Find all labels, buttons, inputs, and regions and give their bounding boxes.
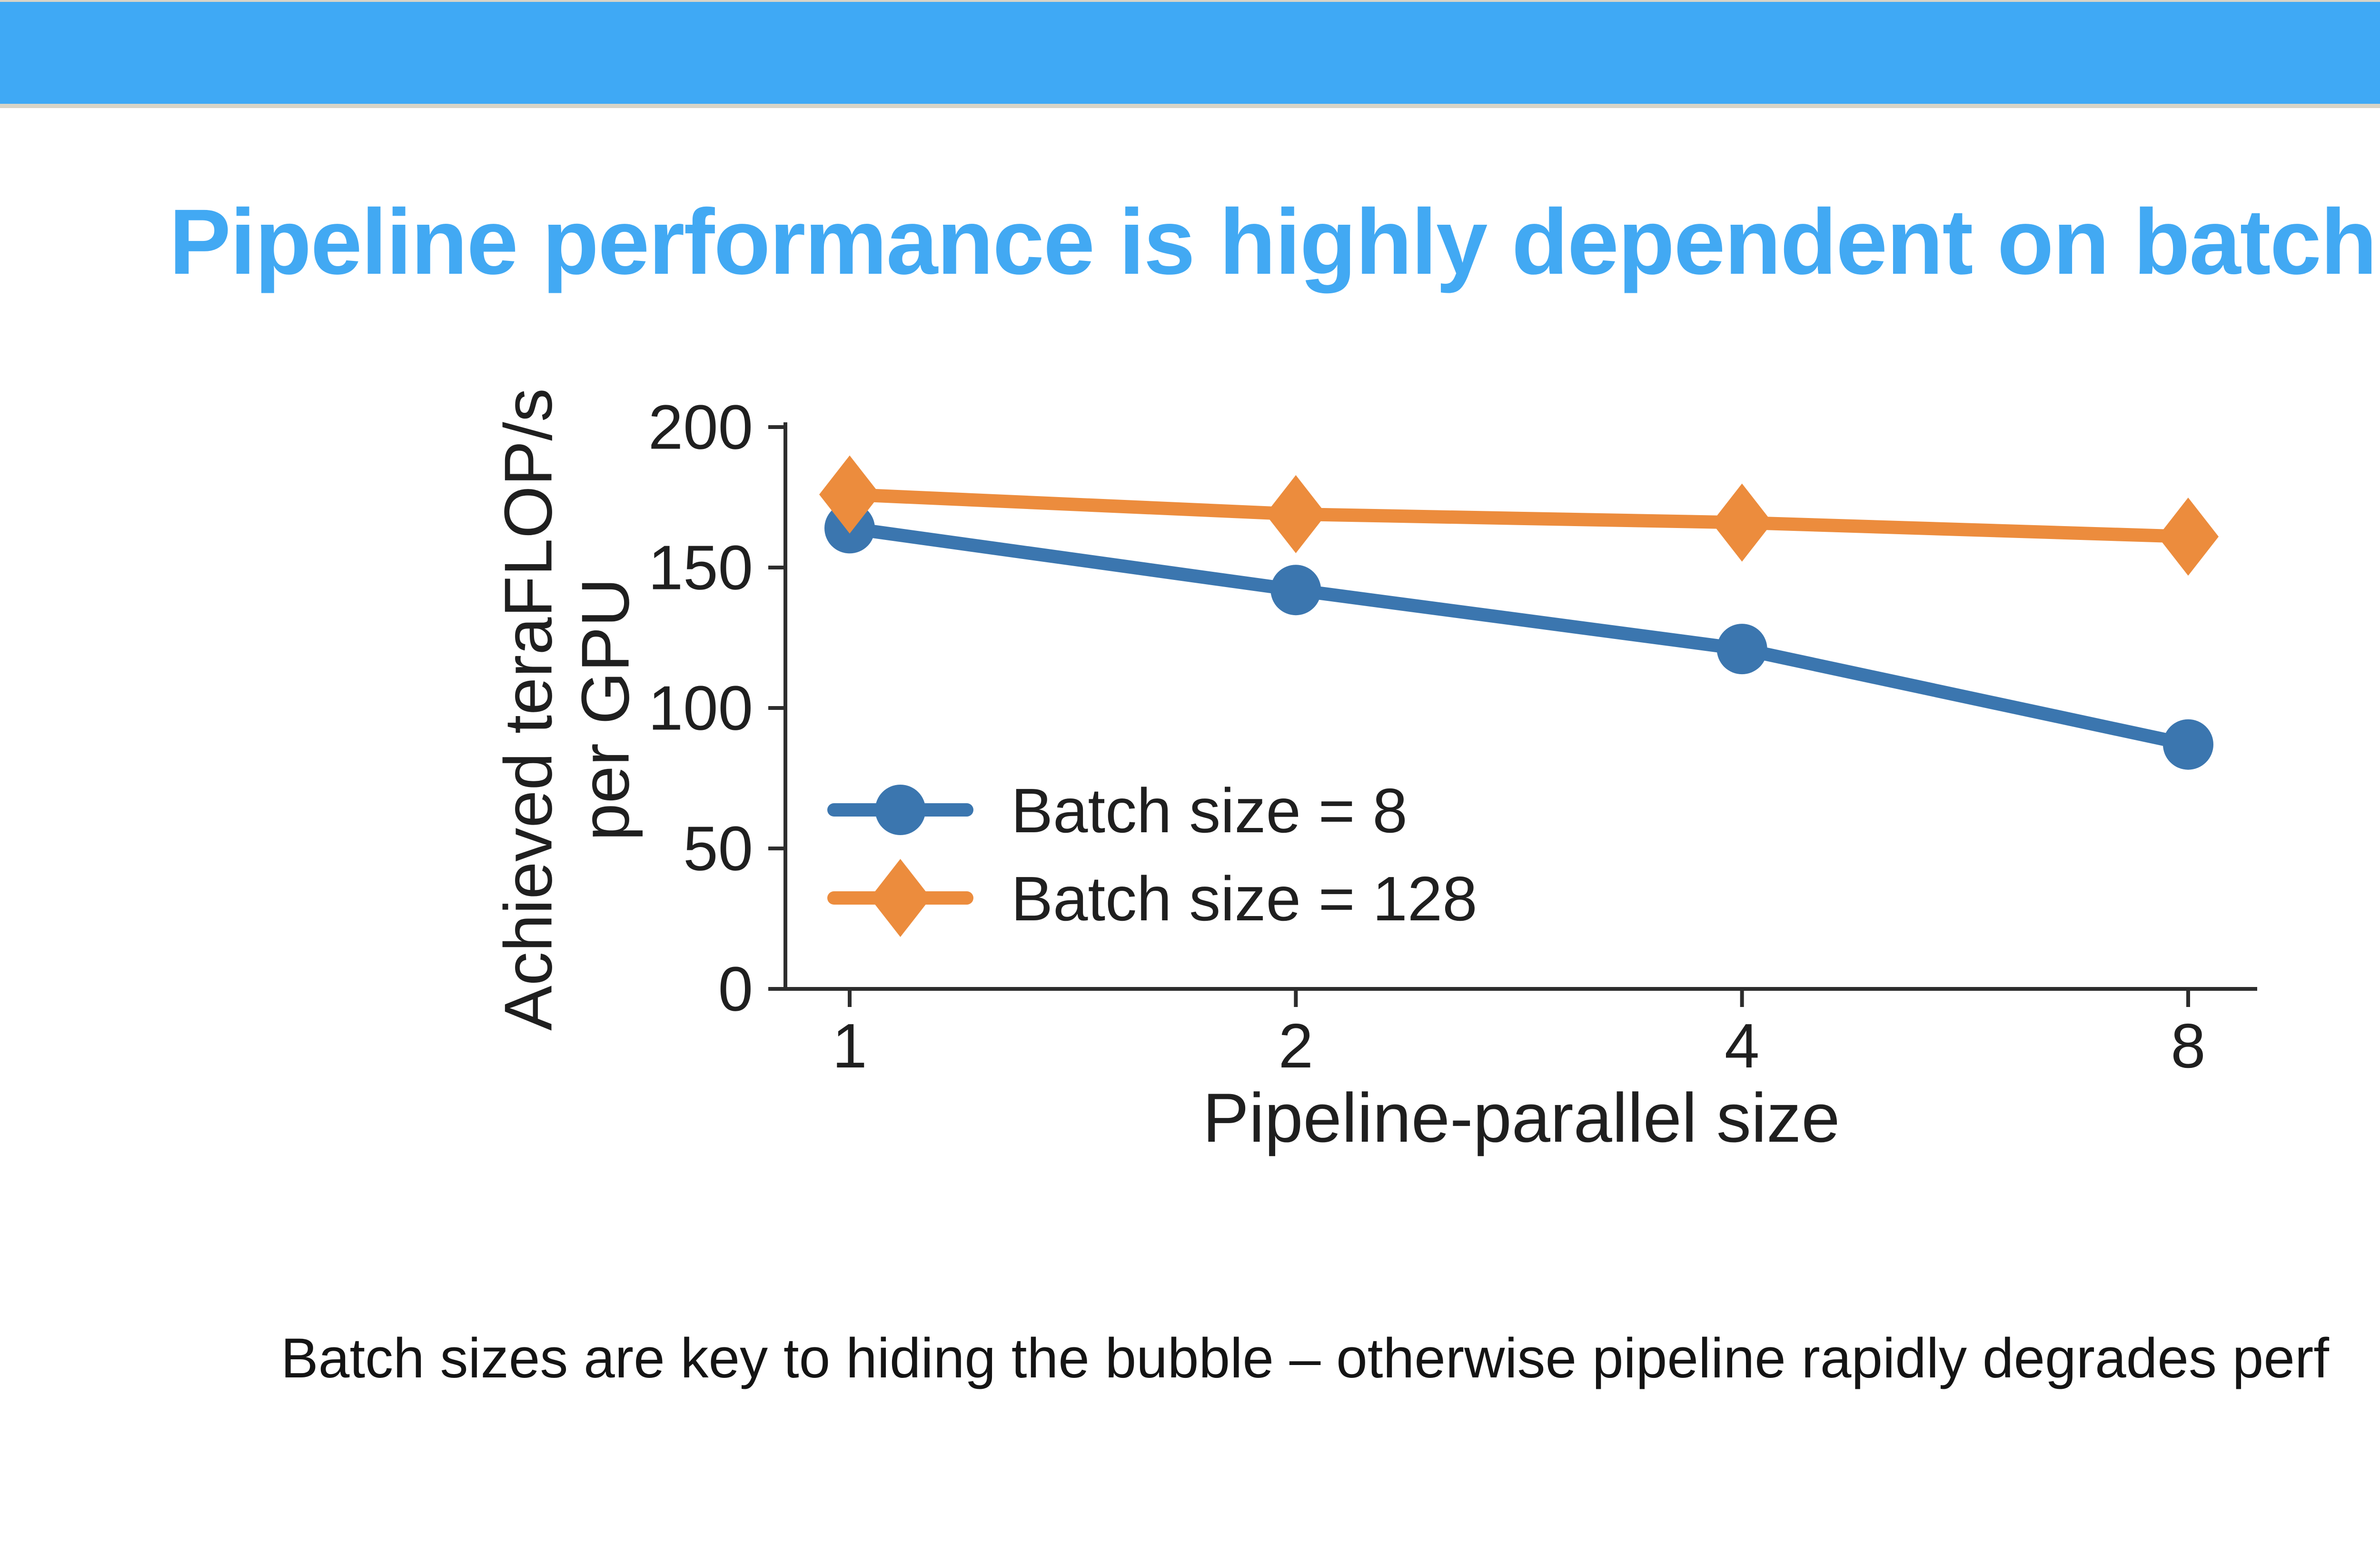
- data-point-batch-size-8: [1716, 624, 1767, 675]
- series-line-batch-size-128: [843, 488, 2195, 544]
- data-point-batch-size-128: [1711, 483, 1773, 562]
- legend-marker-batch-size-128: [870, 859, 931, 937]
- data-point-batch-size-128: [819, 455, 880, 534]
- legend-label-batch-size-8: Batch size = 8: [1011, 776, 1408, 846]
- y-tick-label: 100: [648, 673, 753, 743]
- legend-marker-batch-size-8: [875, 785, 926, 835]
- data-point-batch-size-128: [2157, 498, 2219, 576]
- y-tick-label: 50: [683, 814, 753, 884]
- takeaway-caption: Batch sizes are key to hiding the bubble…: [281, 1327, 2330, 1390]
- data-point-batch-size-8: [1270, 565, 1321, 616]
- x-tick-label: 2: [1279, 1011, 1313, 1081]
- data-point-batch-size-8: [2162, 719, 2213, 770]
- data-point-batch-size-128: [1265, 475, 1327, 553]
- x-tick-label: 1: [832, 1011, 867, 1081]
- series-line-batch-size-8: [843, 521, 2195, 751]
- y-tick-label: 200: [648, 392, 753, 462]
- x-tick-label: 8: [2171, 1011, 2205, 1081]
- slide-title: Pipeline performance is highly dependent…: [169, 189, 2380, 294]
- legend-label-batch-size-128: Batch size = 128: [1011, 864, 1478, 934]
- top-banner: [0, 2, 2380, 104]
- y-tick-label: 0: [718, 954, 753, 1024]
- y-tick-label: 150: [648, 533, 753, 603]
- y-axis-title-line2: per GPU: [568, 578, 644, 841]
- y-axis-title-line1: Achieved teraFLOP/s: [491, 388, 566, 1031]
- x-axis-title: Pipeline-parallel size: [1202, 1079, 1840, 1156]
- x-tick-label: 4: [1725, 1011, 1759, 1081]
